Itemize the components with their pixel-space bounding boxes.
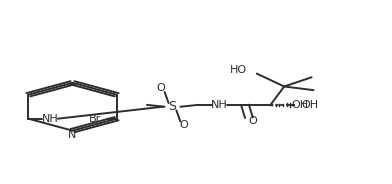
Text: HO: HO [230, 65, 247, 75]
Text: O: O [249, 116, 257, 126]
Text: OH: OH [291, 100, 309, 110]
Text: O: O [180, 120, 189, 130]
Text: O: O [156, 83, 165, 93]
Text: NH: NH [42, 114, 58, 124]
Text: OH: OH [301, 100, 318, 110]
Text: NH: NH [211, 100, 228, 110]
Text: S: S [169, 100, 176, 113]
Text: N: N [68, 130, 77, 140]
Text: Br: Br [89, 114, 101, 124]
